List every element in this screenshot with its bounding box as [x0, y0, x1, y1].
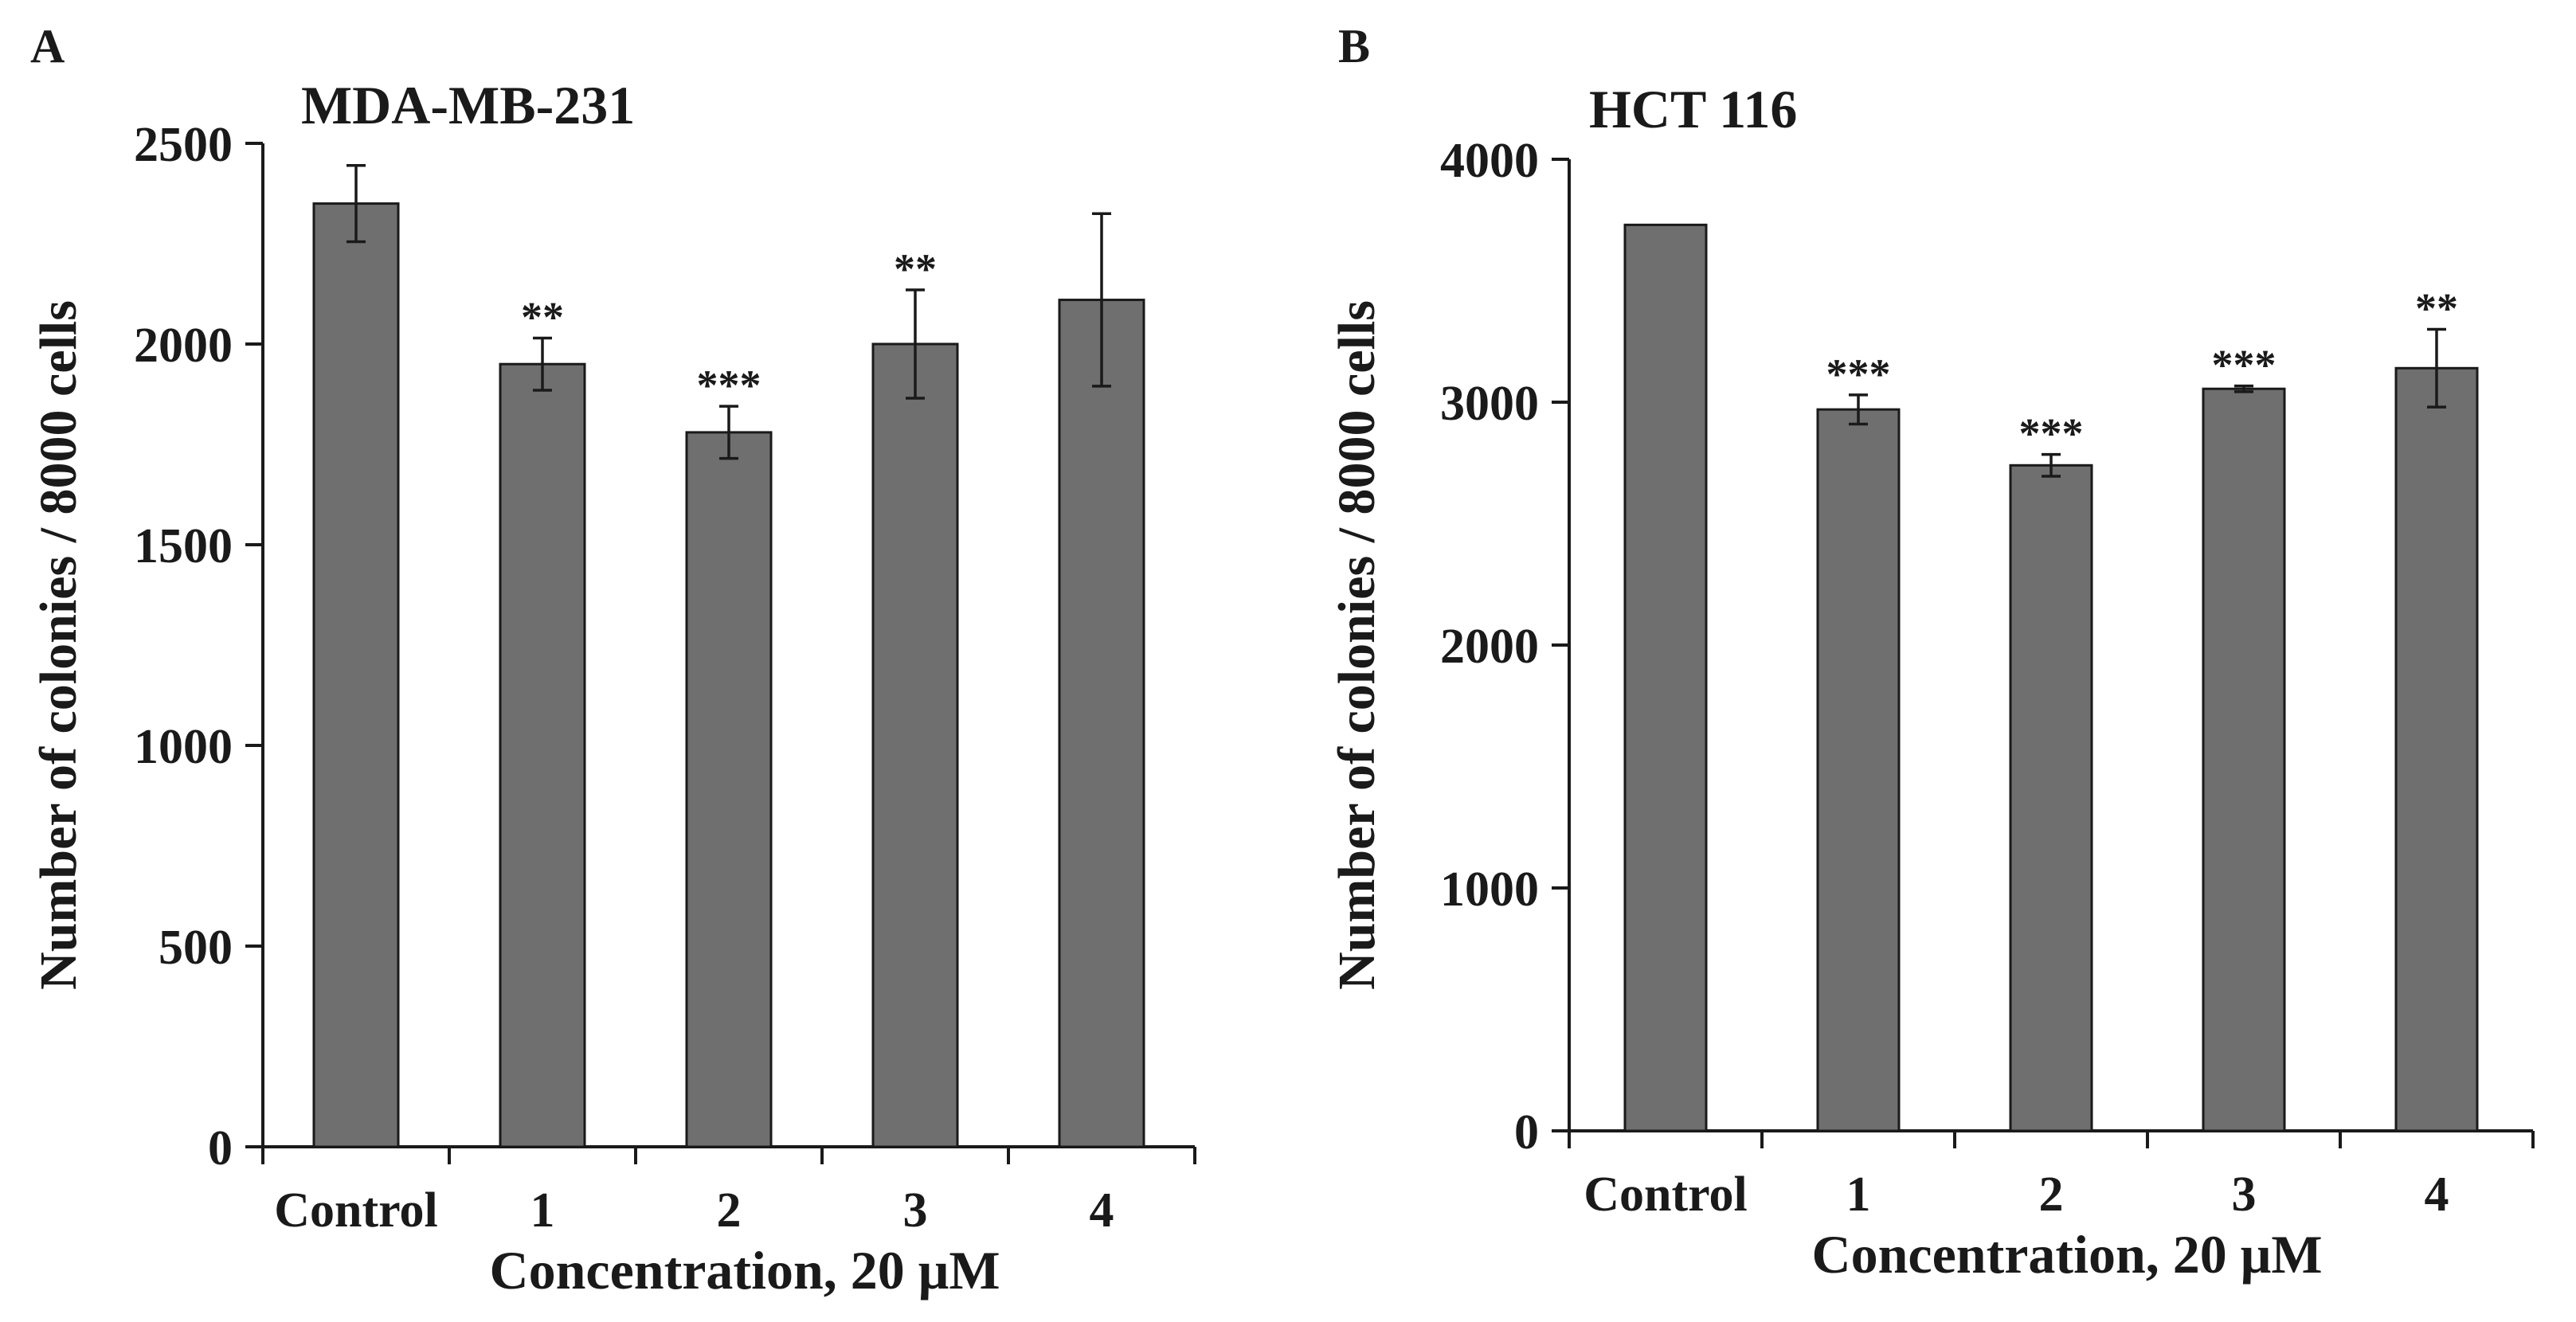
y-axis-label: Number of colonies / 8000 cells — [29, 300, 88, 990]
significance-label: *** — [697, 362, 761, 409]
panel-label: A — [30, 20, 65, 72]
y-tick-label: 2000 — [134, 319, 233, 373]
y-axis-label: Number of colonies / 8000 cells — [1328, 300, 1386, 990]
y-tick-label: 1000 — [1440, 862, 1539, 917]
chart-title: HCT 116 — [1589, 79, 1797, 139]
y-tick-label: 2000 — [1440, 620, 1539, 674]
x-category-label: 3 — [2232, 1168, 2257, 1222]
significance-label: ** — [521, 293, 564, 341]
x-category-label: 4 — [2425, 1168, 2449, 1222]
significance-label: ** — [894, 245, 937, 293]
x-category-label: 2 — [2039, 1168, 2064, 1222]
bar-control — [312, 202, 400, 1148]
y-tick-label: 2500 — [134, 118, 233, 172]
x-category-label: Control — [274, 1183, 438, 1238]
x-category-label: 1 — [1846, 1168, 1871, 1222]
x-category-label: Control — [1584, 1168, 1748, 1222]
bar-3 — [2202, 387, 2286, 1132]
bar-3 — [871, 342, 959, 1148]
significance-label: *** — [2212, 342, 2277, 389]
y-tick-label: 0 — [1514, 1105, 1539, 1160]
y-tick-label: 3000 — [1440, 377, 1539, 431]
bar-1 — [499, 362, 586, 1148]
bar-1 — [1816, 408, 1901, 1132]
significance-label: ** — [2415, 285, 2458, 333]
y-tick-label: 500 — [159, 921, 233, 975]
panel-b-chart: B HCT 116 0 1000 2000 3000 4000 Control *** 1 *** 2… — [1328, 20, 2535, 1285]
y-tick-label: 4000 — [1440, 134, 1539, 188]
x-axis-label: Concentration, 20 μM — [1811, 1224, 2322, 1285]
bar-2 — [2009, 463, 2093, 1132]
x-category-label: 2 — [717, 1183, 742, 1238]
bar-2 — [685, 431, 773, 1148]
bar-control — [1623, 223, 1708, 1132]
x-category-label: 1 — [530, 1183, 555, 1238]
y-tick-label: 1500 — [134, 519, 233, 573]
y-tick-label: 0 — [208, 1121, 233, 1175]
panel-label: B — [1338, 20, 1370, 72]
x-axis-label: Concentration, 20 μM — [489, 1240, 1000, 1300]
bar-4 — [2394, 366, 2479, 1132]
panel-a-chart: A MDA-MB-231 0 500 1000 1500 2000 2500 Control **… — [29, 20, 1196, 1300]
bar-4 — [1058, 299, 1145, 1148]
x-category-label: 3 — [903, 1183, 928, 1238]
significance-label: *** — [2019, 410, 2084, 458]
x-category-label: 4 — [1090, 1183, 1114, 1238]
chart-title: MDA-MB-231 — [301, 75, 635, 135]
significance-label: *** — [1826, 350, 1891, 398]
y-tick-label: 1000 — [134, 720, 233, 774]
